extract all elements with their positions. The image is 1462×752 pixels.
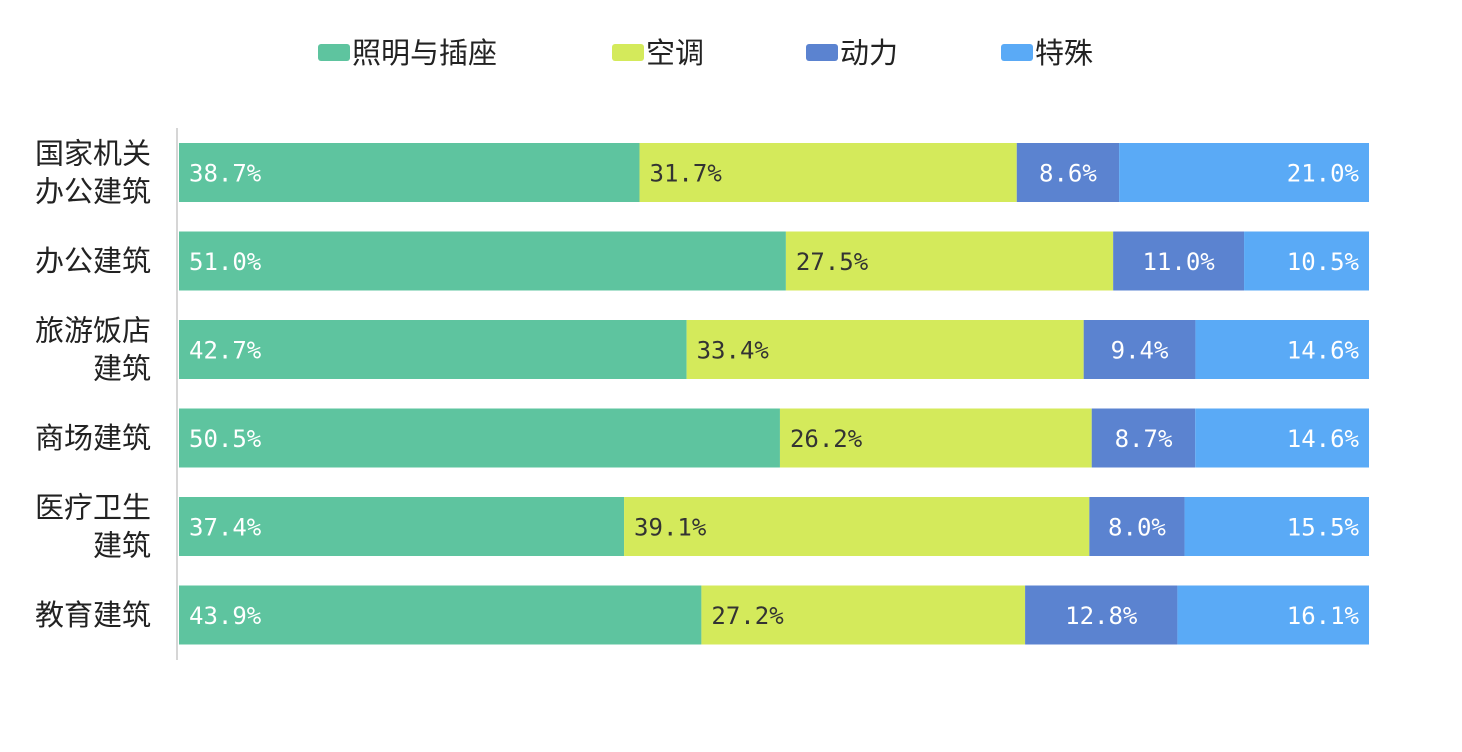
bar-segment [639,143,1017,202]
bar-segment [1091,408,1196,468]
bar-segment [779,408,1092,468]
data-label: 14.6% [1287,337,1360,365]
bar-segment [1083,320,1196,379]
bar-segment [686,320,1084,379]
data-label: 8.6% [1039,160,1097,188]
data-label: 10.5% [1287,248,1360,276]
data-label: 33.4% [697,337,770,365]
bar-segment [1195,408,1369,468]
data-label: 39.1% [634,514,707,542]
data-label: 43.9% [189,602,262,630]
data-label: 9.4% [1111,337,1169,365]
category-label: 建筑 [93,352,151,386]
bar-segment [701,585,1026,645]
data-label: 15.5% [1287,514,1360,542]
legend-label: 空调 [646,36,704,70]
legend-item-2: 动力 [806,36,898,70]
legend-item-0: 照明与插座 [318,36,497,70]
category-label: 办公建筑 [35,175,151,209]
category-label: 建筑 [93,529,151,563]
bar-segment [179,143,640,202]
category-label: 教育建筑 [35,598,151,632]
data-label: 27.2% [711,602,784,630]
category-label: 商场建筑 [35,421,151,455]
legend-label: 照明与插座 [352,36,497,70]
data-label: 37.4% [189,514,262,542]
data-label: 8.0% [1108,514,1166,542]
bar-segment [624,497,1090,556]
data-label: 8.7% [1115,425,1173,453]
data-label: 50.5% [189,425,262,453]
category-label: 医疗卫生 [35,491,151,525]
data-label: 42.7% [189,337,262,365]
bar-segment [179,408,780,468]
category-label: 办公建筑 [35,244,151,278]
data-label: 14.6% [1287,425,1360,453]
bar-segment [1119,143,1369,202]
bar-segment [1025,585,1178,645]
bar-segment [1177,585,1369,645]
data-label: 16.1% [1287,602,1360,630]
category-label: 旅游饭店 [35,314,151,348]
bar-segment [179,231,786,291]
legend-item-3: 特殊 [1001,36,1093,70]
bar-segment [179,497,625,556]
data-label: 21.0% [1287,160,1360,188]
legend-swatch [806,44,838,61]
bar-segment [1195,320,1369,379]
data-label: 38.7% [189,160,262,188]
legend: 照明与插座 空调 动力 特殊 [318,36,1093,70]
bar-segment [1113,231,1245,291]
bar-segment [785,231,1114,291]
bar-segment [179,585,702,645]
bar-segment [179,320,687,379]
data-label: 31.7% [650,160,723,188]
legend-swatch [612,44,644,61]
bar-segment [1244,231,1369,291]
data-label: 51.0% [189,248,262,276]
legend-item-1: 空调 [612,36,704,70]
bar-segment [1016,143,1120,202]
data-label: 12.8% [1065,602,1138,630]
legend-label: 特殊 [1035,36,1093,70]
bars: 38.7% 31.7% 8.6% 21.0% 51.0% 27.5% 11.0% 10.5% 4… [179,143,1369,645]
legend-label: 动力 [840,36,898,70]
data-label: 26.2% [790,425,863,453]
legend-swatch [1001,44,1033,61]
category-label: 国家机关 [35,137,151,171]
data-label: 27.5% [796,248,869,276]
legend-swatch [318,44,350,61]
data-label: 11.0% [1142,248,1215,276]
bar-segment [1089,497,1185,556]
bar-segment [1184,497,1369,556]
